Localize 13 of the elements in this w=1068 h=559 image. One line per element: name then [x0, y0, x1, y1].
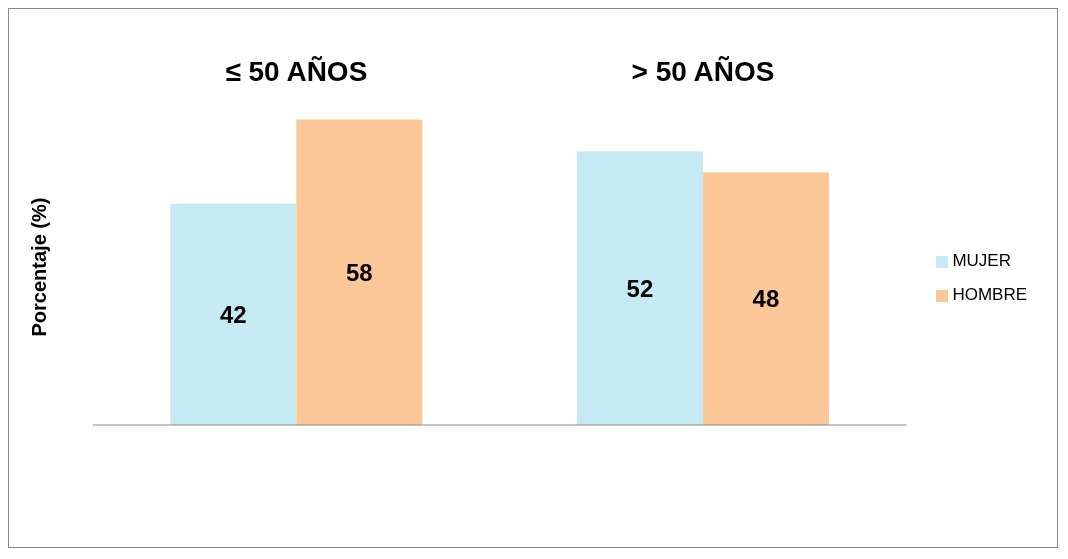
bar — [170, 203, 297, 425]
legend-label: HOMBRE — [952, 285, 1027, 304]
bar — [702, 172, 829, 425]
x-tick-label: ≤ 50 AÑOS — [225, 56, 368, 87]
data-label: 58 — [345, 258, 373, 286]
data-label: 48 — [752, 285, 780, 313]
y-axis-title: Porcentaje (%) — [28, 197, 51, 337]
bar — [576, 151, 703, 425]
x-tick-label: > 50 AÑOS — [631, 56, 775, 87]
legend-label: MUJER — [952, 251, 1011, 270]
data-label: 42 — [219, 300, 247, 328]
data-label: 52 — [626, 274, 654, 302]
bar — [296, 119, 423, 425]
